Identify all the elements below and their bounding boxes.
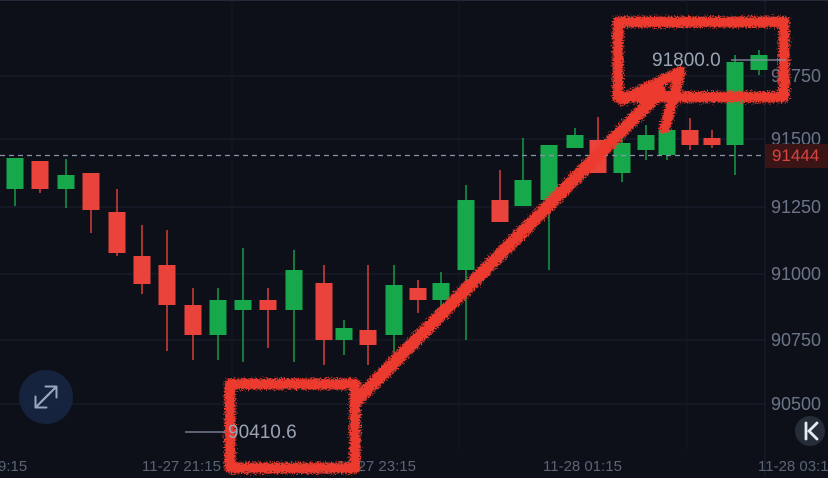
svg-text:91800.0: 91800.0 [652,50,721,71]
svg-text:90750: 90750 [771,330,821,350]
svg-text:91250: 91250 [771,197,821,217]
svg-text:11-28 03:15: 11-28 03:15 [758,458,828,475]
svg-text:91444: 91444 [772,146,819,165]
svg-text:9:15: 9:15 [0,458,27,475]
svg-text:90410.6: 90410.6 [228,422,297,443]
svg-text:11-27 21:15: 11-27 21:15 [142,458,221,475]
svg-text:90500: 90500 [771,394,821,414]
svg-text:91000: 91000 [771,264,821,284]
svg-text:11-28 01:15: 11-28 01:15 [543,458,622,475]
